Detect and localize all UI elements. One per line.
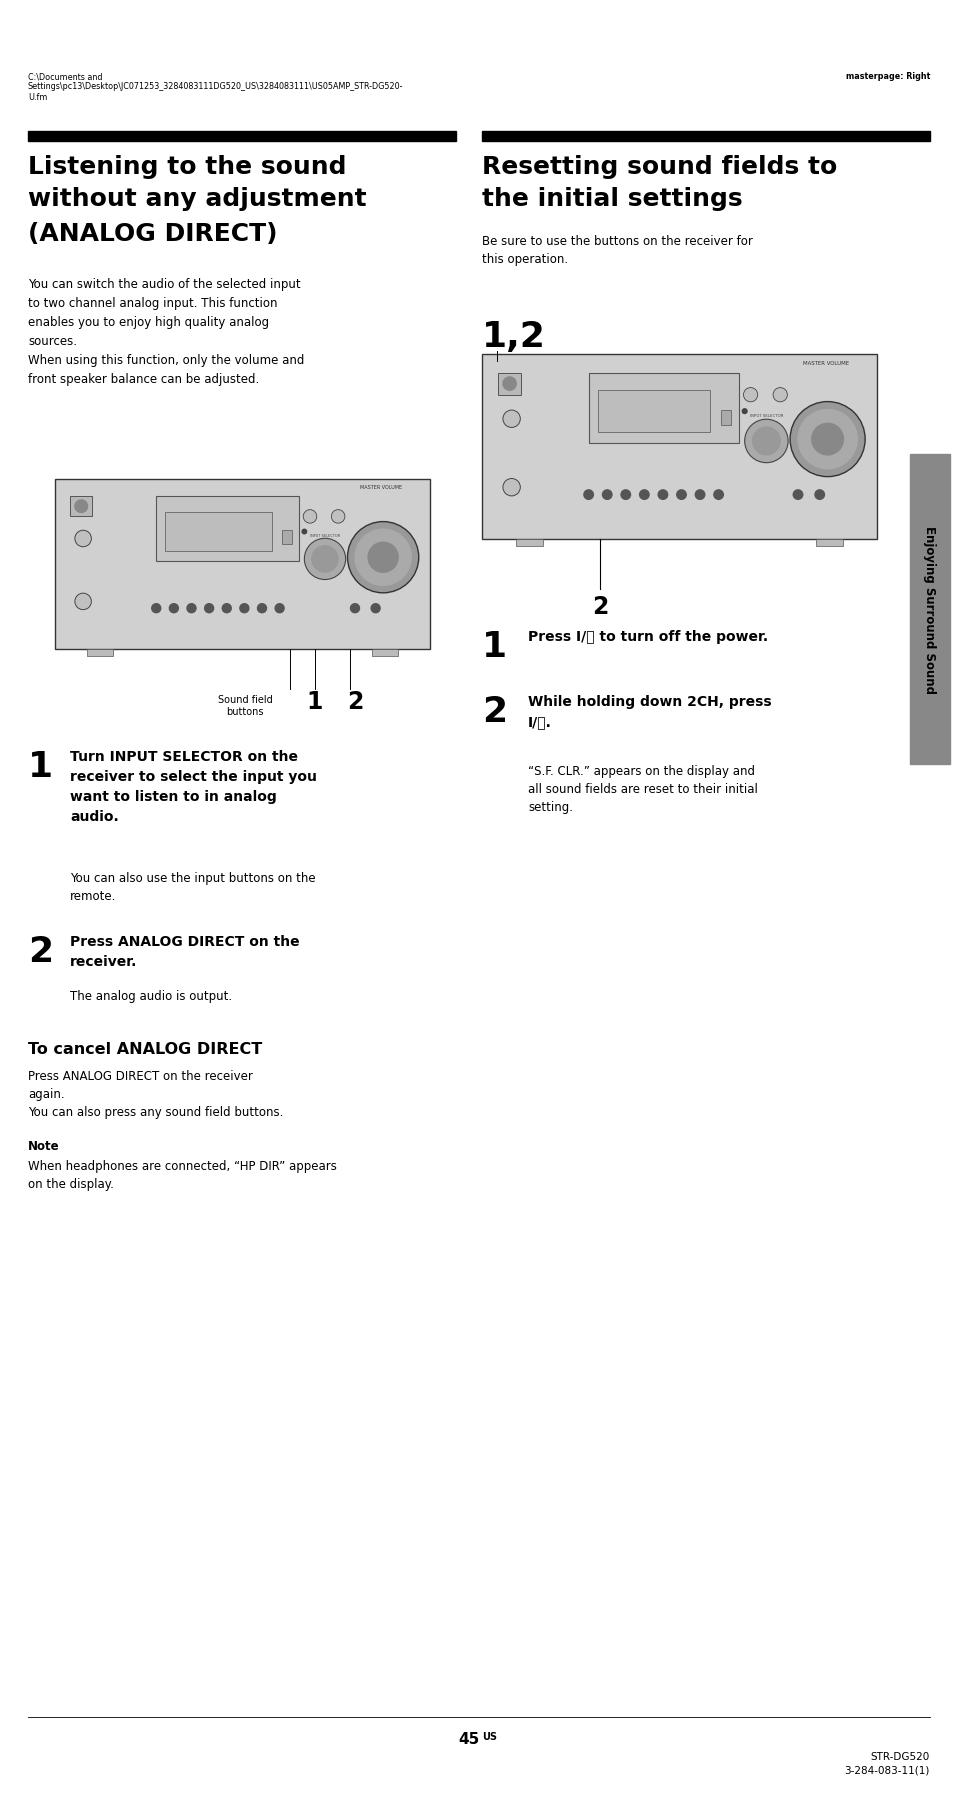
Circle shape	[676, 491, 685, 500]
Text: 1: 1	[307, 690, 323, 714]
Text: 2: 2	[28, 935, 53, 969]
Circle shape	[772, 388, 786, 403]
Text: (ANALOG DIRECT): (ANALOG DIRECT)	[28, 221, 277, 246]
Circle shape	[75, 500, 88, 512]
Circle shape	[789, 403, 864, 476]
Circle shape	[639, 491, 648, 500]
Circle shape	[170, 604, 178, 613]
Text: 1: 1	[481, 629, 507, 663]
Text: 2: 2	[347, 690, 363, 714]
Circle shape	[347, 521, 418, 593]
Text: MASTER VOLUME: MASTER VOLUME	[801, 360, 848, 365]
Circle shape	[502, 378, 516, 390]
Circle shape	[713, 491, 722, 500]
Circle shape	[355, 530, 411, 586]
Circle shape	[741, 410, 746, 414]
Text: Listening to the sound: Listening to the sound	[28, 155, 346, 178]
Circle shape	[811, 424, 842, 455]
Bar	[497, 374, 521, 396]
Text: 45: 45	[458, 1731, 479, 1746]
Text: masterpage: Right: masterpage: Right	[844, 72, 929, 81]
Circle shape	[583, 491, 593, 500]
Text: When headphones are connected, “HP DIR” appears
on the display.: When headphones are connected, “HP DIR” …	[28, 1160, 336, 1190]
Text: Resetting sound fields to: Resetting sound fields to	[481, 155, 837, 178]
Text: Enjoying Surround Sound: Enjoying Surround Sound	[923, 525, 936, 694]
Circle shape	[368, 543, 397, 574]
Text: Press ANALOG DIRECT on the
receiver.: Press ANALOG DIRECT on the receiver.	[70, 935, 299, 969]
Circle shape	[502, 410, 519, 428]
Bar	[588, 374, 738, 444]
Bar	[70, 496, 92, 518]
Bar	[481, 131, 929, 142]
Circle shape	[742, 388, 757, 403]
Bar	[28, 131, 456, 142]
Circle shape	[814, 491, 823, 500]
Circle shape	[304, 539, 345, 581]
Text: Press I/⏻ to turn off the power.: Press I/⏻ to turn off the power.	[527, 629, 767, 644]
Bar	[165, 512, 272, 552]
Bar	[515, 539, 542, 547]
Text: 1,2: 1,2	[481, 320, 545, 354]
Text: You can also use the input buttons on the
remote.: You can also use the input buttons on th…	[70, 872, 315, 903]
Circle shape	[222, 604, 231, 613]
Circle shape	[752, 428, 780, 455]
Bar	[55, 480, 430, 649]
Text: US: US	[481, 1731, 497, 1740]
Text: You can switch the audio of the selected input
to two channel analog input. This: You can switch the audio of the selected…	[28, 279, 304, 387]
Circle shape	[204, 604, 213, 613]
Text: “S.F. CLR.” appears on the display and
all sound fields are reset to their initi: “S.F. CLR.” appears on the display and a…	[527, 764, 757, 813]
Circle shape	[744, 421, 787, 464]
Text: Sound field
buttons: Sound field buttons	[217, 694, 273, 717]
Bar	[597, 390, 709, 433]
Circle shape	[793, 491, 801, 500]
Circle shape	[502, 480, 519, 496]
Text: without any adjustment: without any adjustment	[28, 187, 366, 210]
Bar	[720, 410, 731, 426]
Bar	[909, 455, 949, 764]
Circle shape	[74, 593, 91, 610]
Text: MASTER VOLUME: MASTER VOLUME	[360, 485, 402, 489]
Circle shape	[303, 511, 316, 523]
Circle shape	[371, 604, 379, 613]
Circle shape	[331, 511, 345, 523]
Text: The analog audio is output.: The analog audio is output.	[70, 989, 232, 1003]
Circle shape	[302, 530, 306, 534]
Bar	[815, 539, 842, 547]
Circle shape	[658, 491, 667, 500]
Text: While holding down 2CH, press
I/⏻.: While holding down 2CH, press I/⏻.	[527, 694, 771, 728]
Circle shape	[620, 491, 630, 500]
Text: INPUT SELECTOR: INPUT SELECTOR	[310, 534, 339, 538]
Circle shape	[602, 491, 611, 500]
Bar	[481, 354, 876, 539]
Text: the initial settings: the initial settings	[481, 187, 741, 210]
Text: To cancel ANALOG DIRECT: To cancel ANALOG DIRECT	[28, 1041, 262, 1057]
Bar	[87, 649, 113, 656]
Circle shape	[695, 491, 704, 500]
Text: C:\Documents and
Settings\pc13\Desktop\JC071253_3284083111DG520_US\3284083111\US: C:\Documents and Settings\pc13\Desktop\J…	[28, 72, 403, 102]
Text: 2: 2	[481, 694, 507, 728]
Text: Note: Note	[28, 1140, 59, 1153]
Text: Be sure to use the buttons on the receiver for
this operation.: Be sure to use the buttons on the receiv…	[481, 236, 752, 266]
Circle shape	[350, 604, 359, 613]
Bar	[156, 496, 298, 561]
Circle shape	[312, 547, 337, 574]
Circle shape	[187, 604, 195, 613]
Circle shape	[257, 604, 266, 613]
Text: STR-DG520
3-284-083-11(1): STR-DG520 3-284-083-11(1)	[843, 1751, 929, 1775]
Text: Press ANALOG DIRECT on the receiver
again.
You can also press any sound field bu: Press ANALOG DIRECT on the receiver agai…	[28, 1070, 283, 1118]
Text: INPUT SELECTOR: INPUT SELECTOR	[749, 414, 782, 417]
Bar	[281, 530, 292, 545]
Text: Turn INPUT SELECTOR on the
receiver to select the input you
want to listen to in: Turn INPUT SELECTOR on the receiver to s…	[70, 750, 316, 823]
Text: 2: 2	[591, 595, 608, 619]
Circle shape	[74, 530, 91, 547]
Circle shape	[274, 604, 284, 613]
Circle shape	[152, 604, 161, 613]
Text: 1: 1	[28, 750, 53, 784]
Bar	[372, 649, 397, 656]
Circle shape	[797, 410, 857, 469]
Circle shape	[239, 604, 249, 613]
